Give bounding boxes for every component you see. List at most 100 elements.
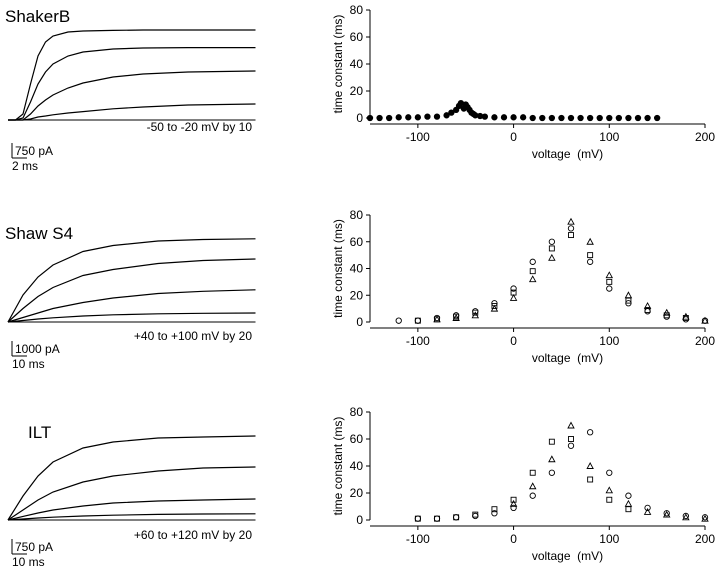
panel-title: Shaw S4 [5,224,73,243]
current-trace [8,103,256,121]
point [539,114,546,122]
point [567,421,575,429]
point [586,429,594,436]
y-axis-label: time constant (ms) [331,417,345,516]
current-trace [7,513,256,521]
point [625,492,632,499]
x-axis-label: voltage (mV) [532,549,603,563]
point [443,112,450,119]
x-axis-label: voltage (mV) [532,147,603,161]
point [606,285,613,292]
point [414,317,422,324]
annotation: +60 to +120 mV by 20 [134,528,252,542]
point [448,109,455,116]
point [529,492,536,499]
point [596,114,603,122]
point [490,304,499,312]
point [452,314,460,321]
point [587,252,594,259]
point [405,114,412,121]
current-trace [7,498,256,521]
point [510,285,517,292]
scalebar-time-label: 10 ms [12,555,45,569]
point [587,476,594,483]
y-tick-label: 0 [356,315,363,329]
y-tick-label: 80 [350,405,364,419]
x-tick-label: 200 [695,532,715,546]
point [424,113,431,120]
x-tick-label: 0 [510,334,517,348]
x-tick-label: 200 [695,334,715,348]
x-tick-label: 200 [695,130,715,144]
point [568,232,574,239]
panel-title: ShakerB [5,7,70,26]
point [625,114,632,122]
point [586,258,594,265]
x-tick-label: 100 [599,334,619,348]
point [491,506,498,513]
point [701,316,709,324]
point [644,307,651,313]
y-tick-label: 0 [356,513,363,527]
point [567,217,575,225]
y-tick-label: 20 [350,84,364,98]
point [567,114,575,122]
point [509,293,518,301]
point [434,515,440,522]
panel-title: ILT [28,423,51,442]
point [586,114,594,122]
point [529,258,536,265]
point [385,114,393,122]
y-tick-label: 60 [350,432,364,446]
point [471,311,480,319]
current-trace [7,238,256,323]
point [395,317,402,324]
current-trace [7,435,256,521]
point [510,114,517,121]
point [606,469,613,476]
point [472,512,479,520]
point [491,303,498,309]
point [624,291,633,299]
point [548,469,556,476]
point [376,114,383,122]
x-tick-label: 100 [599,532,619,546]
y-tick-label: 60 [350,235,364,249]
point [558,114,565,122]
point [472,309,479,316]
current-trace [8,47,256,121]
point [414,515,422,522]
x-tick-label: -100 [406,334,430,348]
point [472,511,479,518]
point [605,486,614,494]
point [606,278,613,285]
y-tick-label: 20 [350,486,364,500]
point [481,113,489,120]
point [433,315,441,323]
point [548,238,556,245]
point [414,114,422,121]
point [643,302,652,309]
y-tick-label: 40 [350,57,364,71]
point [548,455,556,463]
y-tick-label: 40 [350,459,364,473]
point [414,515,421,522]
point [510,504,517,511]
x-tick-label: 0 [510,532,517,546]
point [528,275,537,283]
current-trace [7,466,256,521]
current-trace [8,70,256,121]
point [567,225,575,232]
point [644,308,651,315]
point [433,515,441,522]
point [653,114,661,122]
point [586,462,594,469]
current-trace [8,29,256,121]
point [625,506,632,513]
y-tick-label: 20 [350,288,364,302]
y-tick-label: 80 [350,3,364,17]
point [491,114,498,121]
point [500,114,508,121]
point [643,507,652,515]
